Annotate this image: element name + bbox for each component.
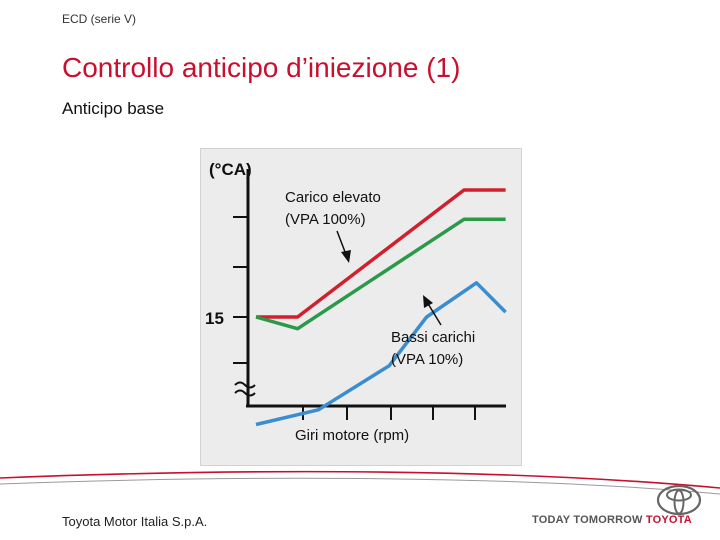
annotation-high-load-line2: (VPA 100%) [285,211,366,228]
slogan-today-tomorrow: TODAY TOMORROW [532,514,643,526]
annotation-low-load-line2: (VPA 10%) [391,351,463,368]
y-axis-label: (°CA) [209,160,252,179]
annotation-high-load-line1: Carico elevato [285,189,381,206]
series-label: ECD (serie V) [62,12,137,26]
footer-swoosh [0,470,720,495]
injection-advance-chart: (°CA) 15 Giri motore (rpm) Carico elevat… [205,160,507,444]
page-subtitle: Anticipo base [62,99,165,118]
series-line-0 [256,188,506,319]
slogan-toyota: TOYOTA [645,514,692,526]
arrow-high-load-icon [336,230,351,263]
footer-company: Toyota Motor Italia S.p.A. [62,514,208,529]
y-tick-label: 15 [205,309,224,328]
y-ticks [233,216,248,364]
page-title: Controllo anticipo d’iniezione (1) [62,52,461,83]
annotation-low-load-line1: Bassi carichi [391,329,475,346]
series-line-1 [255,217,506,331]
series-layer [255,188,507,427]
footer-slogan: TODAY TOMORROW TOYOTA [532,514,692,526]
x-ticks [302,406,476,420]
axis-break-icon [234,381,256,397]
arrow-low-load-icon [423,295,442,326]
x-axis-label: Giri motore (rpm) [295,427,409,444]
series-line-2 [255,281,507,427]
chart-panel: (°CA) 15 Giri motore (rpm) Carico elevat… [200,148,522,466]
toyota-logo-icon [656,484,702,516]
